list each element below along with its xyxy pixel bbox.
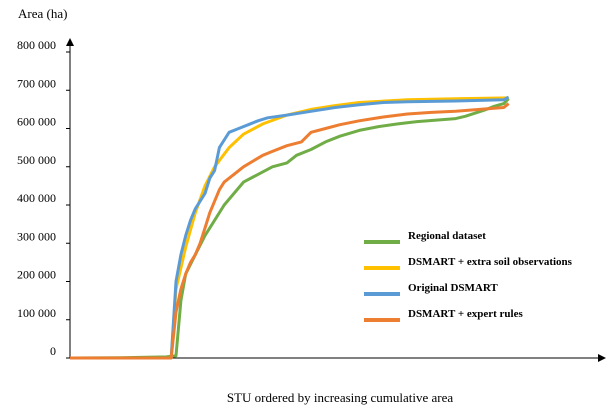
legend-label: Original DSMART	[408, 282, 498, 294]
y-tick-label: 200 000	[17, 268, 56, 282]
y-axis-arrow	[66, 38, 74, 46]
y-axis-title: Area (ha)	[18, 6, 67, 21]
x-axis-arrow	[598, 354, 606, 362]
y-tick-label: 800 000	[17, 38, 56, 52]
legend-label: Regional dataset	[408, 230, 486, 242]
legend-label: DSMART + extra soil observations	[408, 256, 573, 268]
y-tick-label: 100 000	[17, 306, 56, 320]
y-ticks: 0 100 000 200 000 300 000 400 000 500 000 600 …	[17, 38, 70, 359]
y-tick-label: 500 000	[17, 153, 56, 167]
y-tick-label: 0	[50, 344, 56, 358]
series-line-4	[70, 102, 510, 360]
series-lines	[69, 95, 510, 360]
legend: Regional dataset DSMART + extra soil obse…	[364, 230, 573, 322]
series-line-3	[70, 95, 510, 360]
y-tick-label: 400 000	[17, 191, 56, 205]
series-line-2	[70, 96, 509, 360]
x-axis-title: STU ordered by increasing cumulative are…	[227, 390, 454, 405]
y-tick-label: 300 000	[17, 229, 56, 243]
y-tick-label: 600 000	[17, 115, 56, 129]
y-tick-label: 700 000	[17, 76, 56, 90]
legend-label: DSMART + expert rules	[408, 308, 523, 320]
